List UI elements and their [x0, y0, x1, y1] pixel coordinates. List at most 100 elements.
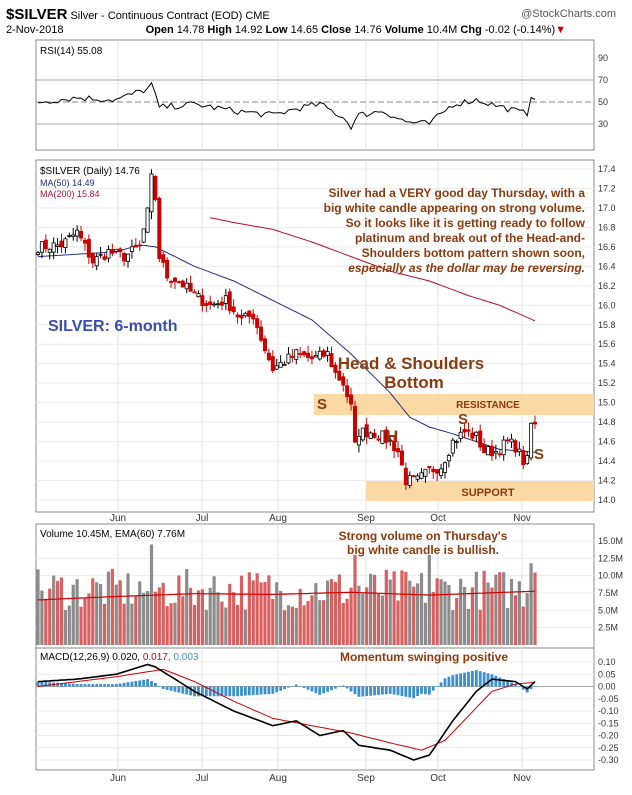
macd-histogram-bar	[345, 686, 349, 689]
candle-body	[376, 438, 381, 441]
macd-histogram-bar	[420, 686, 423, 694]
volume-bar	[325, 580, 330, 645]
instrument-name: Silver - Continuous Contract (EOD)	[70, 10, 243, 22]
volume-bar	[114, 584, 118, 645]
price-tick-15.2: 15.2	[598, 378, 616, 388]
macd-histogram-bar	[486, 673, 490, 687]
macd-histogram-bar	[431, 686, 435, 691]
candle-body	[153, 175, 158, 201]
candle-body	[94, 256, 99, 267]
candle-body	[110, 249, 115, 254]
candle-body	[219, 301, 224, 306]
candle-body	[223, 295, 228, 304]
candle-body	[59, 240, 64, 248]
macd-tick--0.10: -0.10	[598, 706, 619, 716]
macd-histogram-bar	[71, 683, 75, 687]
volume-bar	[298, 588, 302, 645]
volume-bar	[517, 581, 521, 645]
macd-histogram-bar	[251, 686, 255, 696]
macd-histogram-bar	[114, 684, 118, 687]
pattern-title: Head & Shoulders	[338, 354, 484, 373]
volume-bar	[286, 605, 291, 645]
candle-body	[501, 439, 506, 456]
macd-histogram-bar	[482, 672, 486, 687]
volume-bar	[294, 607, 298, 645]
volume-tick-5.0M: 5.0M	[598, 605, 618, 615]
candle-body	[337, 370, 342, 381]
month-label-Jun: Jun	[110, 513, 126, 524]
macd-histogram-bar	[298, 686, 302, 687]
support-label: SUPPORT	[461, 487, 514, 499]
volume-bar	[192, 604, 197, 645]
macd-histogram-bar	[91, 684, 95, 687]
macd-histogram-bar	[67, 683, 71, 687]
candle-body	[474, 431, 479, 436]
volume-bar	[99, 584, 103, 645]
volume-bar	[333, 582, 338, 645]
candle-body	[122, 253, 127, 262]
volume-bar	[494, 574, 498, 645]
volume-bar	[388, 579, 392, 645]
volume-bar	[102, 603, 107, 645]
candle-body	[302, 351, 307, 356]
volume-bar	[447, 584, 451, 645]
volume-bar	[459, 578, 463, 645]
macd-histogram-bar	[498, 677, 502, 687]
volume-bar	[380, 595, 384, 645]
candle-body	[356, 435, 361, 446]
price-tick-15.6: 15.6	[598, 339, 616, 349]
macd-histogram-bar	[529, 686, 533, 690]
volume-bar	[251, 580, 255, 645]
price-tick-16.0: 16.0	[598, 300, 616, 310]
month-label-Aug: Aug	[269, 513, 287, 524]
candle-body	[270, 356, 275, 371]
volume-bar	[521, 606, 525, 645]
volume-bar	[279, 590, 283, 645]
volume-bar	[235, 604, 240, 645]
macd-histogram-bar	[326, 686, 329, 692]
macd-note: Momentum swinging positive	[340, 650, 508, 664]
macd-histogram-bar	[373, 686, 376, 696]
volume-bar	[369, 573, 373, 645]
macd-histogram-bar	[204, 686, 208, 697]
title-line: $SILVER Silver - Continuous Contract (EO…	[6, 6, 270, 23]
macd-histogram-bar	[412, 686, 416, 699]
macd-value: 0.020,	[112, 652, 140, 663]
candle-body	[251, 313, 256, 320]
macd-histogram-bar	[424, 686, 427, 695]
volume-bar	[212, 576, 216, 645]
volume-bar	[67, 605, 71, 645]
high-value: 14.92	[234, 24, 263, 36]
candle-body	[497, 453, 502, 456]
macd-tick--0.20: -0.20	[598, 731, 619, 741]
macd-histogram-bar	[99, 684, 103, 687]
volume-bar	[427, 554, 431, 645]
candle-body	[129, 246, 134, 252]
macd-histogram-bar	[349, 686, 353, 692]
macd-histogram-bar	[181, 686, 185, 694]
volume-bar	[490, 587, 494, 645]
macd-histogram-bar	[267, 686, 271, 695]
month-label-bottom-Aug: Aug	[269, 773, 287, 784]
price-tick-17.4: 17.4	[598, 164, 616, 174]
volume-bar	[122, 603, 126, 645]
volume-bar	[506, 608, 510, 645]
macd-histogram-bar	[510, 682, 513, 687]
macd-histogram-bar	[396, 686, 400, 696]
volume-bar	[189, 587, 193, 645]
volume-bar	[498, 572, 502, 645]
macd-histogram-bar	[240, 686, 243, 696]
down-arrow-icon: ▼	[555, 24, 567, 36]
candle-body	[489, 445, 494, 457]
price-legend-main: $SILVER (Daily) 14.76	[40, 166, 140, 177]
candle-body	[39, 241, 44, 253]
macd-histogram-bar	[107, 684, 110, 687]
candle-body	[196, 293, 201, 298]
macd-tick-0.05: 0.05	[598, 669, 616, 679]
macd-histogram-bar	[455, 674, 459, 687]
volume-label: Volume	[384, 24, 424, 36]
macd-histogram-bar	[134, 680, 138, 687]
volume-bar	[263, 581, 267, 645]
volume-bar	[470, 587, 474, 645]
